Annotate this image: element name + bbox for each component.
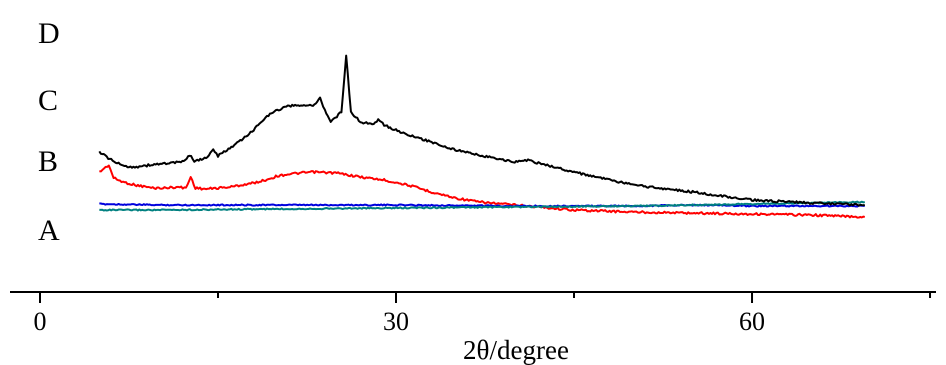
series-line-c xyxy=(99,202,865,208)
series-label-a: A xyxy=(38,214,60,247)
series-label-c: C xyxy=(38,84,58,117)
x-axis-label: 2θ/degree xyxy=(463,335,569,365)
plot-area xyxy=(98,54,866,219)
series-line-b xyxy=(99,200,865,212)
x-tick-label-60: 60 xyxy=(739,307,765,336)
series-line-d xyxy=(99,164,866,219)
x-axis-ticks xyxy=(39,292,932,303)
series-line-a xyxy=(98,54,865,207)
x-tick-label-30: 30 xyxy=(383,307,409,336)
series-label-d: D xyxy=(38,17,60,50)
series-label-b: B xyxy=(38,145,58,178)
x-tick-label-0: 0 xyxy=(34,307,47,336)
